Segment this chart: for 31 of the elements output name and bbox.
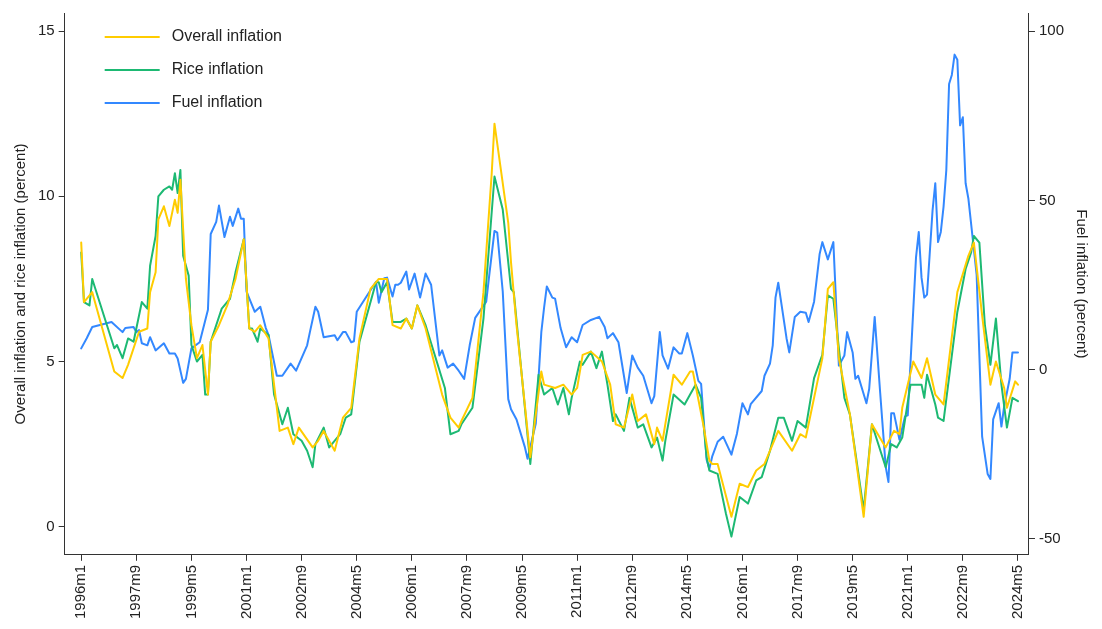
x-tick-label: 1997m9 xyxy=(126,564,144,620)
x-tick-label: 2022m9 xyxy=(952,564,970,620)
y2-tick-label: -50 xyxy=(1038,529,1061,547)
x-tick-label: 2007m9 xyxy=(457,564,475,620)
y-tick-label: 15 xyxy=(38,21,55,39)
y-tick-label: 10 xyxy=(38,186,55,204)
x-tick-label: 2009m5 xyxy=(512,564,530,620)
x-tick-label: 2021m1 xyxy=(897,564,915,620)
x-tick-label: 1999m5 xyxy=(181,564,199,620)
legend-label: Fuel inflation xyxy=(171,93,263,111)
y-tick-label: 0 xyxy=(46,516,55,534)
legend-label: Overall inflation xyxy=(171,27,282,45)
x-tick-label: 2006m1 xyxy=(401,564,419,620)
y2-tick-label: 0 xyxy=(1038,359,1048,377)
legend-label: Rice inflation xyxy=(171,60,264,78)
x-tick-label: 1996m1 xyxy=(71,564,89,620)
y2-axis-title: Fuel inflation (percent) xyxy=(1073,209,1091,359)
x-tick-label: 2017m9 xyxy=(787,564,805,620)
x-tick-label: 2012m9 xyxy=(622,564,640,620)
x-tick-label: 2024m5 xyxy=(1008,564,1026,620)
y2-tick-label: 100 xyxy=(1038,21,1064,39)
y-axis-title: Overall inflation and rice inflation (percent) xyxy=(11,143,29,425)
x-tick-label: 2016m1 xyxy=(732,564,750,620)
x-tick-label: 2001m1 xyxy=(236,564,254,620)
x-tick-label: 2019m5 xyxy=(842,564,860,620)
x-tick-label: 2002m9 xyxy=(291,564,309,620)
x-tick-label: 2004m5 xyxy=(346,564,364,620)
y-tick-label: 5 xyxy=(46,351,55,369)
x-tick-label: 2014m5 xyxy=(677,564,695,620)
y2-tick-label: 50 xyxy=(1038,190,1056,208)
x-tick-label: 2011m1 xyxy=(567,564,585,618)
